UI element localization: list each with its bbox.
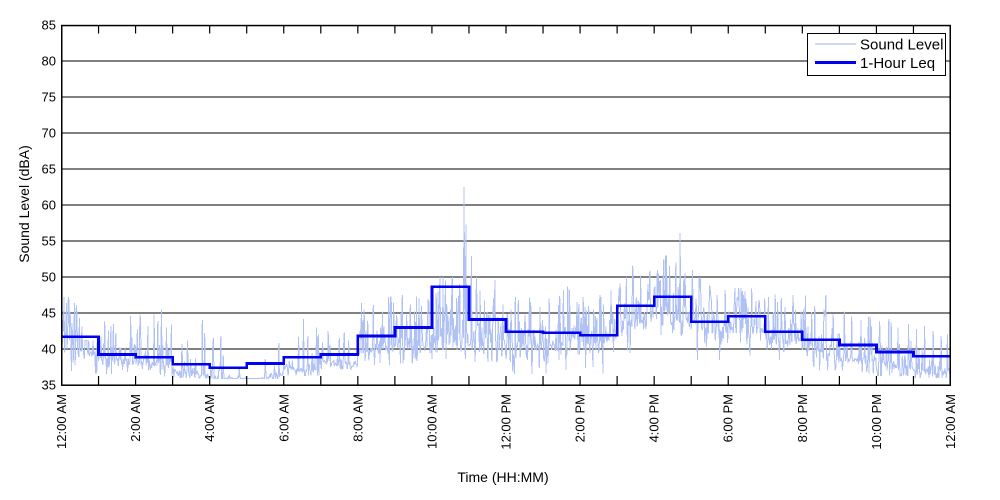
- svg-text:12:00 AM: 12:00 AM: [943, 394, 958, 449]
- svg-text:10:00 AM: 10:00 AM: [424, 394, 439, 449]
- svg-text:35: 35: [42, 378, 56, 393]
- svg-text:75: 75: [42, 90, 56, 105]
- svg-text:Time (HH:MM): Time (HH:MM): [457, 469, 548, 485]
- svg-text:8:00 AM: 8:00 AM: [350, 394, 365, 442]
- svg-text:Sound Level (dBA): Sound Level (dBA): [16, 145, 32, 263]
- svg-text:65: 65: [42, 162, 56, 177]
- svg-text:8:00 PM: 8:00 PM: [795, 394, 810, 442]
- svg-text:12:00 AM: 12:00 AM: [54, 394, 69, 449]
- svg-text:80: 80: [42, 54, 56, 69]
- svg-text:10:00 PM: 10:00 PM: [869, 394, 884, 450]
- svg-text:40: 40: [42, 342, 56, 357]
- svg-text:4:00 PM: 4:00 PM: [647, 394, 662, 442]
- svg-text:60: 60: [42, 198, 56, 213]
- svg-text:45: 45: [42, 306, 56, 321]
- svg-text:6:00 PM: 6:00 PM: [721, 394, 736, 442]
- svg-text:55: 55: [42, 234, 56, 249]
- svg-text:2:00 AM: 2:00 AM: [128, 394, 143, 442]
- svg-text:Sound Level: Sound Level: [860, 37, 943, 54]
- svg-text:12:00 PM: 12:00 PM: [499, 394, 514, 450]
- svg-text:85: 85: [42, 18, 56, 33]
- svg-text:50: 50: [42, 270, 56, 285]
- svg-text:70: 70: [42, 126, 56, 141]
- svg-text:4:00 AM: 4:00 AM: [202, 394, 217, 442]
- svg-text:1-Hour Leq: 1-Hour Leq: [860, 55, 935, 72]
- svg-text:2:00 PM: 2:00 PM: [573, 394, 588, 442]
- svg-text:6:00 AM: 6:00 AM: [276, 394, 291, 442]
